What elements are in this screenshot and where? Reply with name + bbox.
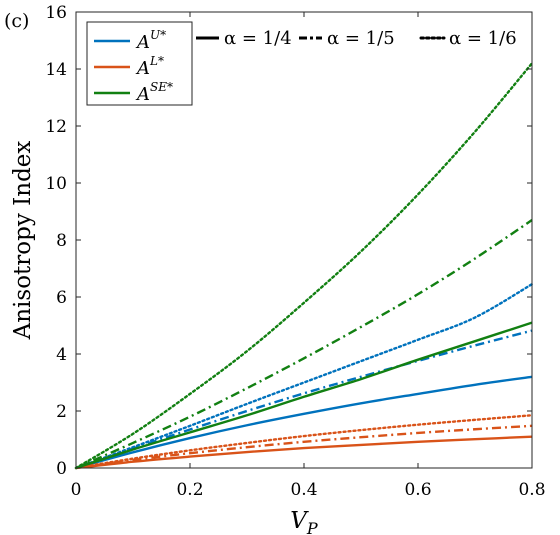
y-tick-label: 6 [56,288,67,308]
y-tick-label: 0 [56,459,67,479]
legend-entry-u: AU* [135,28,166,53]
y-axis-label: Anisotropy Index [10,141,36,341]
legend-style-label-dashdot: α = 1/5 [327,28,395,49]
series-line-se-alpha-1-6 [74,62,534,470]
ticks-layer: 0 0.2 0.4 0.6 0.8 0 2 4 6 8 10 12 14 16 [45,3,545,500]
series-layer [74,62,534,470]
y-tick-label: 12 [45,117,67,137]
series-line-l-alpha-1-6 [74,414,534,470]
legend-style-label-dotted: α = 1/6 [449,28,517,49]
y-tick-label: 8 [56,231,67,251]
legend-style-label-solid: α = 1/4 [224,28,292,49]
series-line-u-alpha-1-4 [75,375,533,470]
x-tick-label: 0.2 [176,480,203,500]
series-line-l-alpha-1-4 [75,435,533,470]
legend: AU*AL*ASE* α = 1/4 α = 1/5 α = 1/6 [86,21,517,106]
legend-entry-l: AL* [135,54,164,79]
series-line-u-alpha-1-6 [74,282,534,470]
series-line-se-alpha-1-4 [75,321,533,470]
y-tick-label: 10 [45,174,67,194]
x-tick-label: 0.4 [290,480,317,500]
y-tick-label: 16 [45,3,67,23]
x-axis-label: VP [290,508,318,535]
y-tick-label: 4 [56,345,67,365]
panel-label: (c) [4,10,29,32]
x-tick-label: 0 [71,480,82,500]
y-tick-label: 2 [56,402,67,422]
legend-box [86,21,193,106]
series-line-l-alpha-1-5 [75,424,533,470]
series-line-u-alpha-1-5 [75,329,533,470]
x-tick-label: 0.6 [404,480,431,500]
y-tick-label: 14 [45,60,67,80]
x-tick-label: 0.8 [518,480,545,500]
legend-entry-se: ASE* [135,80,173,105]
